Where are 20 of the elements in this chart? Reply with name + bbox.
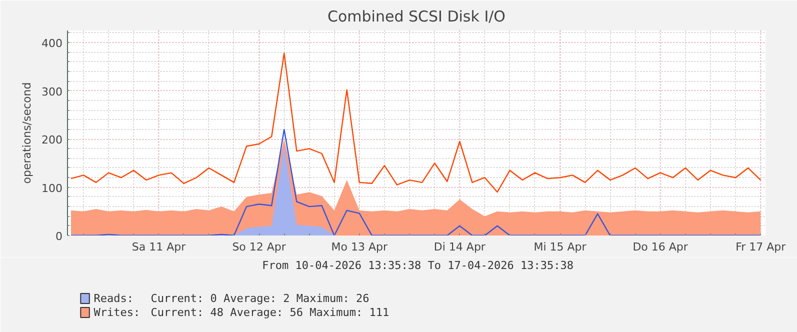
x-tick-label: So 12 Apr <box>232 240 286 254</box>
text: Current: 48 Average: 56 Maximum: 111 <box>150 306 390 319</box>
x-tick-label: Di 14 Apr <box>434 240 486 254</box>
x-tick-label: Do 16 Apr <box>632 240 688 254</box>
x-tick-label: Sa 11 Apr <box>132 240 186 254</box>
legend-label: Reads: <box>94 292 134 305</box>
y-tick-label: 200 <box>42 134 63 147</box>
x-tick-label: Mi 15 Apr <box>534 240 587 254</box>
y-tick-label: 300 <box>42 85 63 98</box>
x-tick-label: Mo 13 Apr <box>331 240 388 254</box>
text: Current: 0 Average: 2 Maximum: 26 <box>150 292 370 305</box>
y-tick-label: 400 <box>42 37 63 50</box>
y-tick-label: 100 <box>42 182 63 195</box>
y-axis-title: operations/second <box>20 82 34 184</box>
y-tick-label: 0 <box>56 230 62 243</box>
line-series <box>70 52 762 193</box>
x-tick-label: Fr 17 Apr <box>736 240 786 254</box>
legend-label: Writes: <box>94 306 140 319</box>
text: From 10-04-2026 13:35:38 To 17-04-2026 13:35:38 <box>262 259 574 272</box>
chart-title: Combined SCSI Disk I/O <box>328 8 506 26</box>
